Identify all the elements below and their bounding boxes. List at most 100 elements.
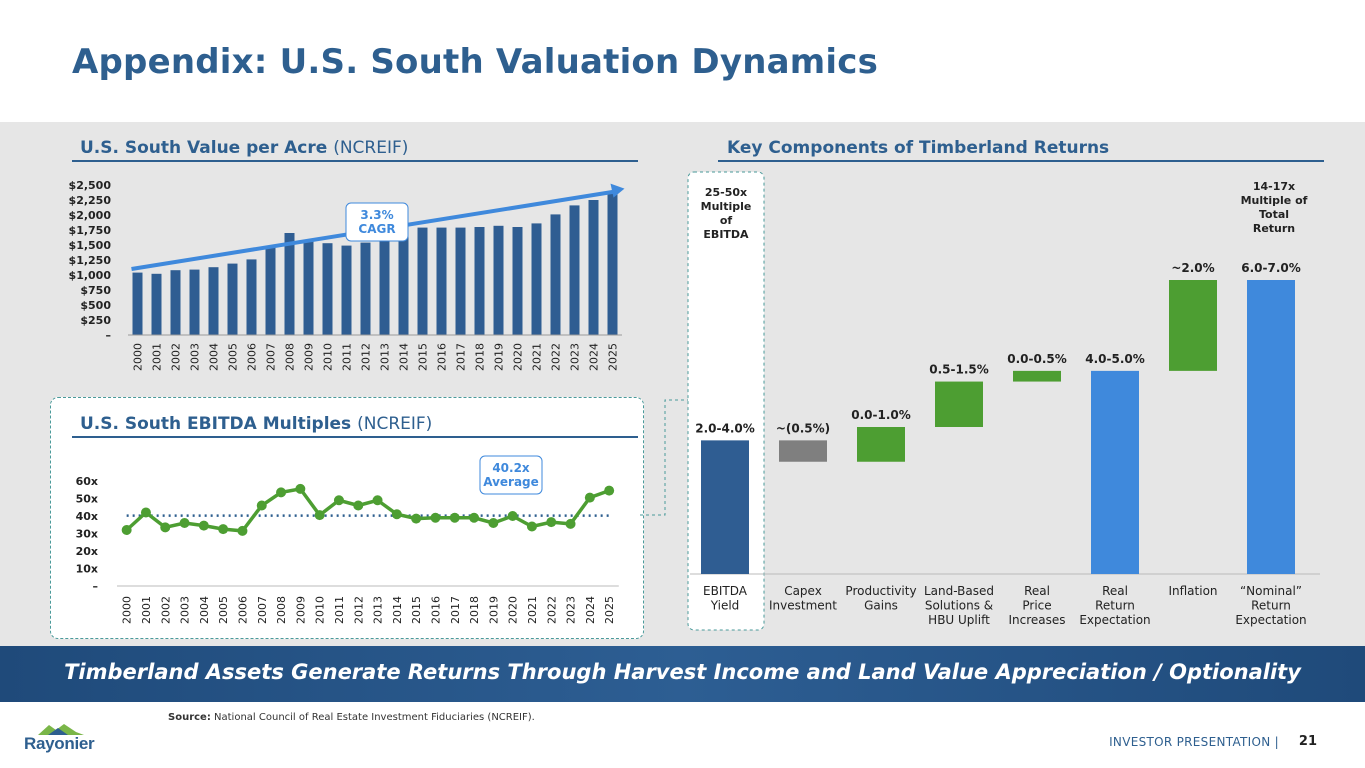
bar-2005 bbox=[227, 263, 238, 335]
point-2025 bbox=[604, 485, 615, 496]
bar-2006 bbox=[246, 259, 257, 335]
x-tick-label: 2014 bbox=[398, 343, 411, 371]
bar-2012 bbox=[360, 242, 371, 335]
waterfall-bar-4 bbox=[1013, 370, 1061, 382]
category-label: Gains bbox=[864, 599, 898, 613]
x-tick-label: 2022 bbox=[545, 596, 558, 624]
category-label: Land-Based bbox=[924, 584, 994, 598]
y-tick-label: $250 bbox=[80, 314, 111, 327]
x-tick-label: 2003 bbox=[179, 596, 192, 624]
value-per-acre-chart: – $250 $500 $750 $1,000 $1,250 $1,500 $1,750 $2,… bbox=[69, 179, 625, 371]
category-label: Return bbox=[1095, 599, 1135, 613]
value-label: 6.0-7.0% bbox=[1241, 261, 1301, 275]
x-tick-label: 2003 bbox=[189, 343, 202, 371]
left-callout-text: 25-50x bbox=[705, 186, 747, 199]
point-2002 bbox=[160, 522, 171, 533]
point-2000 bbox=[121, 525, 132, 535]
bar-2021 bbox=[531, 223, 542, 335]
y-tick-label: $500 bbox=[80, 299, 111, 312]
bar-2016 bbox=[436, 227, 447, 335]
average-value: 40.2x bbox=[492, 461, 530, 475]
x-tick-label: 2018 bbox=[474, 343, 487, 371]
bar-2002 bbox=[170, 270, 181, 335]
waterfall-bar-7 bbox=[1247, 280, 1295, 574]
bar-2024 bbox=[588, 200, 599, 335]
bar-2001 bbox=[151, 273, 162, 335]
x-tick-label: 2010 bbox=[322, 343, 335, 371]
value-label: ~2.0% bbox=[1171, 261, 1214, 275]
waterfall-bar-6 bbox=[1169, 280, 1217, 371]
y-tick-label: $2,500 bbox=[69, 179, 112, 192]
point-2008 bbox=[276, 487, 287, 498]
trend-arrowhead bbox=[610, 183, 625, 198]
bar-2003 bbox=[189, 269, 200, 335]
x-tick-label: 2017 bbox=[455, 343, 468, 371]
x-tick-label: 2001 bbox=[151, 343, 164, 371]
x-tick-label: 2012 bbox=[352, 596, 365, 624]
x-tick-label: 2002 bbox=[170, 343, 183, 371]
bar-2008 bbox=[284, 233, 295, 335]
x-tick-label: 2021 bbox=[526, 596, 539, 624]
point-2006 bbox=[237, 525, 248, 536]
left-callout-text: EBITDA bbox=[703, 228, 749, 241]
y-tick-label: 30x bbox=[76, 528, 98, 541]
x-tick-label: 2018 bbox=[468, 596, 481, 624]
x-tick-label: 2023 bbox=[565, 596, 578, 624]
average-label: Average bbox=[483, 475, 539, 489]
x-tick-label: 2006 bbox=[246, 343, 259, 371]
right-callout-text: Multiple of bbox=[1241, 194, 1308, 207]
bar-2004 bbox=[208, 267, 219, 335]
key-components-title: Key Components of Timberland Returns bbox=[727, 138, 1110, 158]
point-2010 bbox=[314, 510, 325, 521]
point-2023 bbox=[565, 518, 576, 529]
footer-label: INVESTOR PRESENTATION | bbox=[1109, 735, 1279, 749]
point-2020 bbox=[507, 511, 518, 521]
charts-canvas: – $250 $500 $750 $1,000 $1,250 $1,500 $1,750 $2,… bbox=[69, 171, 1320, 631]
bar-2015 bbox=[417, 227, 428, 335]
point-2013 bbox=[372, 495, 383, 506]
page-number: 21 bbox=[1298, 734, 1317, 749]
x-tick-label: 2016 bbox=[436, 343, 449, 371]
bar-2025 bbox=[607, 191, 618, 335]
point-2001 bbox=[140, 507, 151, 518]
waterfall-bar-2 bbox=[857, 427, 905, 462]
x-tick-label: 2005 bbox=[217, 596, 230, 624]
rayonier-logo: Rayonier bbox=[24, 722, 104, 756]
waterfall-bar-5 bbox=[1091, 370, 1139, 574]
x-tick-label: 2008 bbox=[275, 596, 288, 624]
value-label: 0.0-1.0% bbox=[851, 408, 911, 422]
x-tick-label: 2002 bbox=[159, 596, 172, 624]
category-label: Capex bbox=[784, 584, 822, 598]
x-tick-label: 2017 bbox=[449, 596, 462, 624]
point-2016 bbox=[430, 512, 441, 523]
value-label: 2.0-4.0% bbox=[695, 421, 755, 435]
x-tick-label: 2024 bbox=[584, 596, 597, 624]
page-title: Appendix: U.S. South Valuation Dynamics bbox=[72, 42, 879, 82]
value-label: ~(0.5%) bbox=[776, 421, 830, 435]
x-tick-label: 2019 bbox=[493, 343, 506, 371]
x-tick-label: 2000 bbox=[132, 343, 145, 371]
category-label: EBITDA bbox=[703, 584, 748, 598]
x-tick-label: 2019 bbox=[487, 596, 500, 624]
category-label: “Nominal” bbox=[1240, 584, 1302, 598]
value-label: 0.5-1.5% bbox=[929, 363, 989, 377]
x-tick-label: 2014 bbox=[391, 596, 404, 624]
y-tick-label: $1,250 bbox=[69, 254, 112, 267]
waterfall-bar-0 bbox=[701, 440, 749, 574]
point-2003 bbox=[179, 518, 190, 528]
right-callout-text: Total bbox=[1259, 208, 1289, 221]
bar-2007 bbox=[265, 246, 276, 335]
point-2014 bbox=[391, 509, 402, 520]
x-tick-label: 2004 bbox=[198, 596, 211, 624]
y-tick-label: – bbox=[106, 329, 112, 342]
category-label: Inflation bbox=[1168, 584, 1217, 598]
x-tick-label: 2009 bbox=[294, 596, 307, 624]
category-label: Expectation bbox=[1235, 613, 1306, 627]
y-tick-label: $2,250 bbox=[69, 194, 112, 207]
bottom-banner: Timberland Assets Generate Returns Throu… bbox=[0, 646, 1365, 702]
bar-2022 bbox=[550, 214, 561, 335]
x-tick-label: 2024 bbox=[588, 343, 601, 371]
y-tick-label: $750 bbox=[80, 284, 111, 297]
y-tick-label: $1,000 bbox=[69, 269, 112, 282]
left-callout-text: of bbox=[720, 214, 733, 227]
